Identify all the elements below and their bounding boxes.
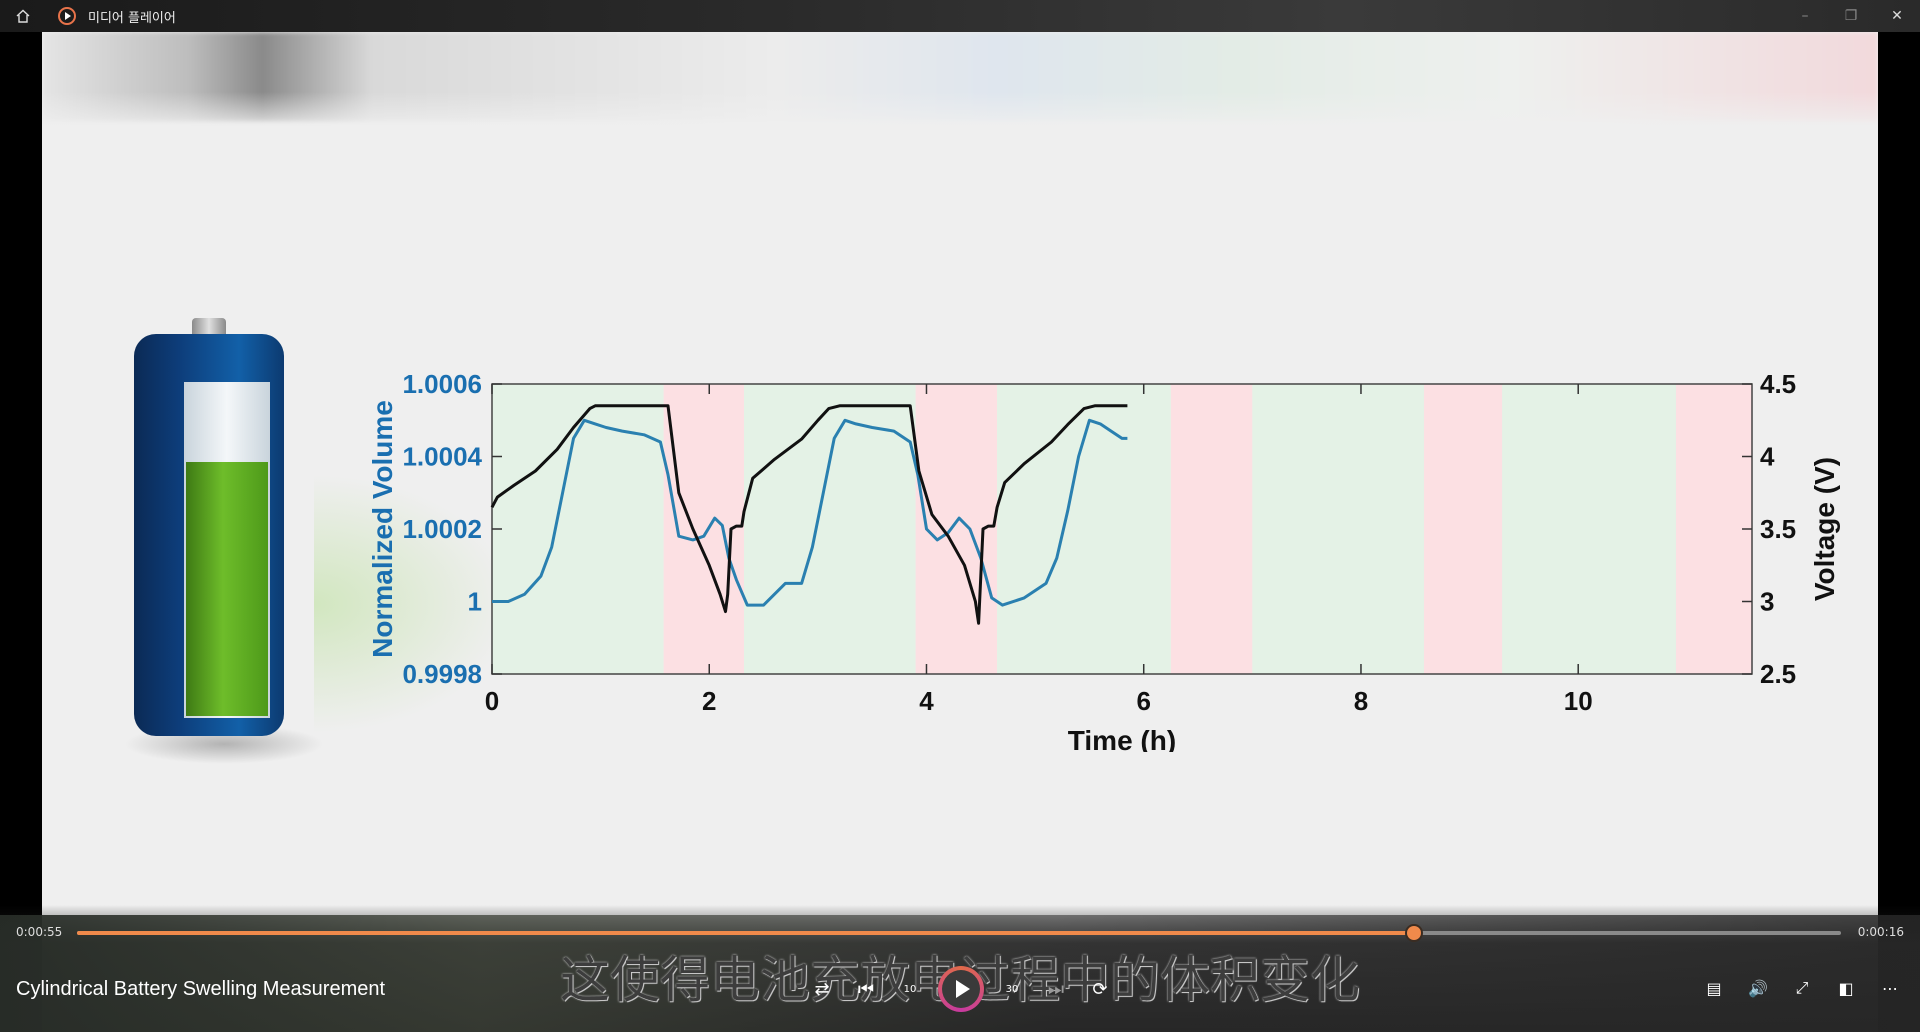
secondary-controls: ▤ 🔊 ⤢ ◧ ⋯ — [1692, 966, 1912, 1010]
y-right-tick-label: 4 — [1760, 442, 1775, 472]
y-right-tick-label: 4.5 — [1760, 369, 1796, 399]
restore-button[interactable]: ❐ — [1828, 0, 1874, 32]
app-title: 미디어 플레이어 — [88, 10, 176, 26]
shuffle-icon: ⇄ — [814, 978, 830, 1000]
play-button[interactable] — [938, 966, 984, 1012]
seek-bar-progress — [77, 931, 1415, 935]
y-left-tick-label: 1 — [468, 587, 482, 617]
chart-band-discharge — [1675, 384, 1752, 674]
skip-forward-button[interactable]: 30 — [990, 967, 1034, 1011]
y-left-tick-label: 0.9998 — [402, 659, 482, 689]
restore-icon: ❐ — [1844, 8, 1858, 24]
playback-controls: ⇄ ⏮ 10 30 ⏭ ⟳ — [800, 966, 1122, 1012]
battery-charge-level — [186, 462, 268, 716]
chart-band-discharge — [1170, 384, 1253, 674]
battery-glow — [314, 474, 514, 734]
close-button[interactable]: ✕ — [1874, 0, 1920, 32]
x-axis-label: Time (h) — [1068, 725, 1176, 752]
y-right-tick-label: 2.5 — [1760, 659, 1796, 689]
minimize-button[interactable]: – — [1782, 0, 1828, 32]
chart-band-discharge — [1423, 384, 1503, 674]
swelling-chart: 0 2 4 6 8 10 0.9998 1 1.0002 1.0004 1.0006 2.5 3 3.5 4… — [362, 332, 1878, 756]
elapsed-time: 0:00:55 — [16, 925, 63, 939]
x-tick-label: 8 — [1354, 686, 1368, 716]
captions-button[interactable]: ▤ — [1692, 966, 1736, 1010]
previous-button[interactable]: ⏮ — [844, 967, 888, 1011]
chart-band-charge — [997, 384, 1171, 674]
battery-illustration — [124, 304, 514, 764]
chart-band-charge — [744, 384, 916, 674]
y-right-tick-label: 3.5 — [1760, 514, 1796, 544]
previous-icon: ⏮ — [857, 978, 875, 1000]
skip-back-button[interactable]: 10 — [888, 967, 932, 1011]
miniplayer-button[interactable]: ◧ — [1824, 966, 1868, 1010]
battery-terminal — [192, 318, 226, 338]
remaining-time: 0:00:16 — [1857, 925, 1904, 939]
video-fade — [42, 92, 1878, 132]
volume-icon: 🔊 — [1748, 978, 1768, 998]
series-line-normalized-volume — [492, 418, 1128, 607]
chart-svg: 0 2 4 6 8 10 0.9998 1 1.0002 1.0004 1.0006 2.5 3 3.5 4… — [367, 369, 1840, 756]
y-left-tick-label: 1.0002 — [402, 514, 482, 544]
more-button[interactable]: ⋯ — [1868, 966, 1912, 1010]
repeat-icon: ⟳ — [1092, 978, 1108, 1000]
shuffle-button[interactable]: ⇄ — [800, 967, 844, 1011]
next-button[interactable]: ⏭ — [1034, 967, 1078, 1011]
app-icon — [58, 7, 76, 25]
x-tick-label: 10 — [1564, 686, 1593, 716]
y-right-axis-label: Voltage (V) — [1809, 457, 1840, 601]
chart-band-charge — [1502, 384, 1676, 674]
x-tick-label: 2 — [702, 686, 716, 716]
play-icon — [942, 970, 980, 1008]
y-left-tick-label: 1.0006 — [402, 369, 482, 399]
next-icon: ⏭ — [1047, 978, 1065, 1000]
fullscreen-icon: ⤢ — [1795, 978, 1809, 997]
seek-bar[interactable] — [77, 926, 1841, 940]
home-icon — [16, 9, 30, 23]
video-frame[interactable]: 0 2 4 6 8 10 0.9998 1 1.0002 1.0004 1.0006 2.5 3 3.5 4… — [42, 32, 1878, 1032]
more-icon: ⋯ — [1882, 978, 1898, 998]
seek-bar-thumb[interactable] — [1407, 926, 1422, 940]
chart-band-charge — [492, 384, 664, 674]
media-title: Cylindrical Battery Swelling Measurement — [16, 978, 386, 1000]
x-tick-label: 0 — [485, 686, 499, 716]
title-bar: 미디어 플레이어 – ❐ ✕ — [0, 0, 1920, 32]
y-left-axis-label: Normalized Volume — [367, 400, 398, 658]
close-icon: ✕ — [1891, 8, 1903, 24]
skip-back-icon: 10 — [903, 983, 917, 995]
home-button[interactable] — [0, 0, 46, 32]
x-tick-label: 4 — [919, 686, 934, 716]
miniplayer-icon: ◧ — [1838, 978, 1854, 998]
chart-band-charge — [1252, 384, 1424, 674]
x-tick-label: 6 — [1136, 686, 1150, 716]
y-right-tick-label: 3 — [1760, 587, 1774, 617]
fullscreen-button[interactable]: ⤢ — [1780, 966, 1824, 1010]
minimize-icon: – — [1801, 8, 1809, 24]
y-left-tick-label: 1.0004 — [402, 442, 482, 472]
series-line-voltage — [490, 404, 1128, 625]
skip-forward-icon: 30 — [1005, 983, 1019, 995]
captions-icon: ▤ — [1706, 978, 1722, 998]
volume-button[interactable]: 🔊 — [1736, 966, 1780, 1010]
repeat-button[interactable]: ⟳ — [1078, 967, 1122, 1011]
